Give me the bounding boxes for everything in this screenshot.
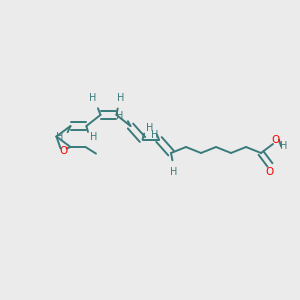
Text: O: O: [266, 167, 274, 177]
Text: H: H: [146, 123, 153, 134]
Text: H: H: [117, 93, 124, 103]
Text: H: H: [170, 167, 177, 177]
Text: H: H: [56, 132, 64, 142]
Text: O: O: [59, 146, 68, 157]
Text: O: O: [272, 135, 280, 145]
Text: H: H: [280, 141, 288, 152]
Text: H: H: [89, 93, 97, 103]
Text: H: H: [90, 132, 97, 142]
Text: H: H: [151, 130, 158, 140]
Text: H: H: [116, 111, 124, 122]
